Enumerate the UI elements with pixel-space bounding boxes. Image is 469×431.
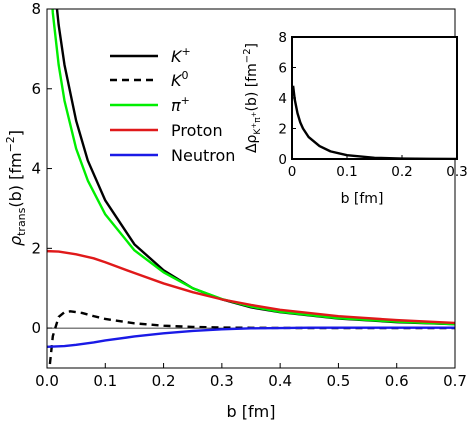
inset-tick-layer: 0 0.1 0.2 0.3 0 2 4 6 8 xyxy=(278,30,467,180)
inset-background xyxy=(292,37,457,159)
y-tick-label: 2 xyxy=(31,239,41,257)
inset-y-tick-label: 8 xyxy=(278,30,287,46)
legend-label: Neutron xyxy=(171,146,235,165)
x-tick-label: 0.2 xyxy=(152,372,176,390)
y-axis-title-sub: trans xyxy=(15,207,28,236)
inset-plot-frame xyxy=(291,36,458,160)
y-axis-title-close: ] xyxy=(6,130,25,136)
inset-y-title-subsup1: + xyxy=(250,123,258,129)
inset-y-title-exp: −2 xyxy=(242,48,253,63)
legend-label-base: π xyxy=(171,96,181,115)
inset-y-title-subsup2: + xyxy=(250,111,258,117)
y-tick-label: 8 xyxy=(31,0,41,18)
legend-label-sup: + xyxy=(181,94,190,107)
inset-y-tick-label: 2 xyxy=(278,122,287,138)
x-tick-label: 0.6 xyxy=(385,372,409,390)
y-axis-title-rest: (b) [fm xyxy=(6,152,25,207)
legend-label: K+ xyxy=(171,45,191,66)
legend-label-base: Neutron xyxy=(171,146,235,165)
inset-y-title-close: ] xyxy=(244,43,260,48)
x-tick-label: 0.3 xyxy=(210,372,234,390)
legend-label-base: Proton xyxy=(171,121,223,140)
inset-y-axis-title: ΔρK+π+(b) [fm−2] xyxy=(242,43,263,153)
series-line-πplus xyxy=(51,9,455,326)
legend-label-sup: 0 xyxy=(182,69,189,82)
inset-y-tick-label: 4 xyxy=(278,91,287,107)
legend-label: K0 xyxy=(171,69,189,90)
inset-x-tick-label: 0.2 xyxy=(391,164,412,180)
legend-label-base: K xyxy=(171,71,183,90)
y-axis-title: ρtrans(b) [fm−2] xyxy=(4,130,28,246)
main-tick-layer: 0.0 0.1 0.2 0.3 0.4 0.5 0.6 0.7 0 2 4 6 8 xyxy=(31,0,466,390)
x-tick-label: 0.5 xyxy=(326,372,350,390)
legend-label: π+ xyxy=(171,94,190,115)
x-axis-title: b [fm] xyxy=(227,402,276,421)
y-axis-title-rho: ρ xyxy=(6,236,25,246)
inset-x-tick-label: 0.1 xyxy=(336,164,357,180)
x-tick-label: 0.4 xyxy=(268,372,292,390)
legend-label: Proton xyxy=(171,121,223,140)
x-tick-label: 0.0 xyxy=(35,372,59,390)
inset-y-title-sub2: π xyxy=(253,117,263,123)
inset-x-tick-label: 0.3 xyxy=(446,164,467,180)
inset-y-tick-label: 0 xyxy=(278,152,287,168)
y-tick-label: 6 xyxy=(31,80,41,98)
legend-label-base: K xyxy=(171,47,183,66)
inset-x-axis-title: b [fm] xyxy=(341,191,384,207)
main-series-layer xyxy=(47,9,455,365)
inset-y-title-rest: (b) [fm xyxy=(244,63,260,111)
inset-y-title-sub: K xyxy=(253,128,263,135)
legend-label-sup: + xyxy=(182,45,191,58)
inset-x-tick-label: 0 xyxy=(288,164,297,180)
series-line-proton xyxy=(47,249,455,325)
x-tick-label: 0.1 xyxy=(93,372,117,390)
y-tick-label: 4 xyxy=(31,160,41,178)
series-line-neutron xyxy=(47,326,455,349)
inset-y-title-delta: Δρ xyxy=(244,134,260,153)
x-tick-label: 0.7 xyxy=(443,372,467,390)
main-plot-frame xyxy=(46,8,456,369)
y-axis-title-exp: −2 xyxy=(4,136,17,152)
y-tick-label: 0 xyxy=(31,319,41,337)
inset-y-tick-label: 6 xyxy=(278,61,287,77)
